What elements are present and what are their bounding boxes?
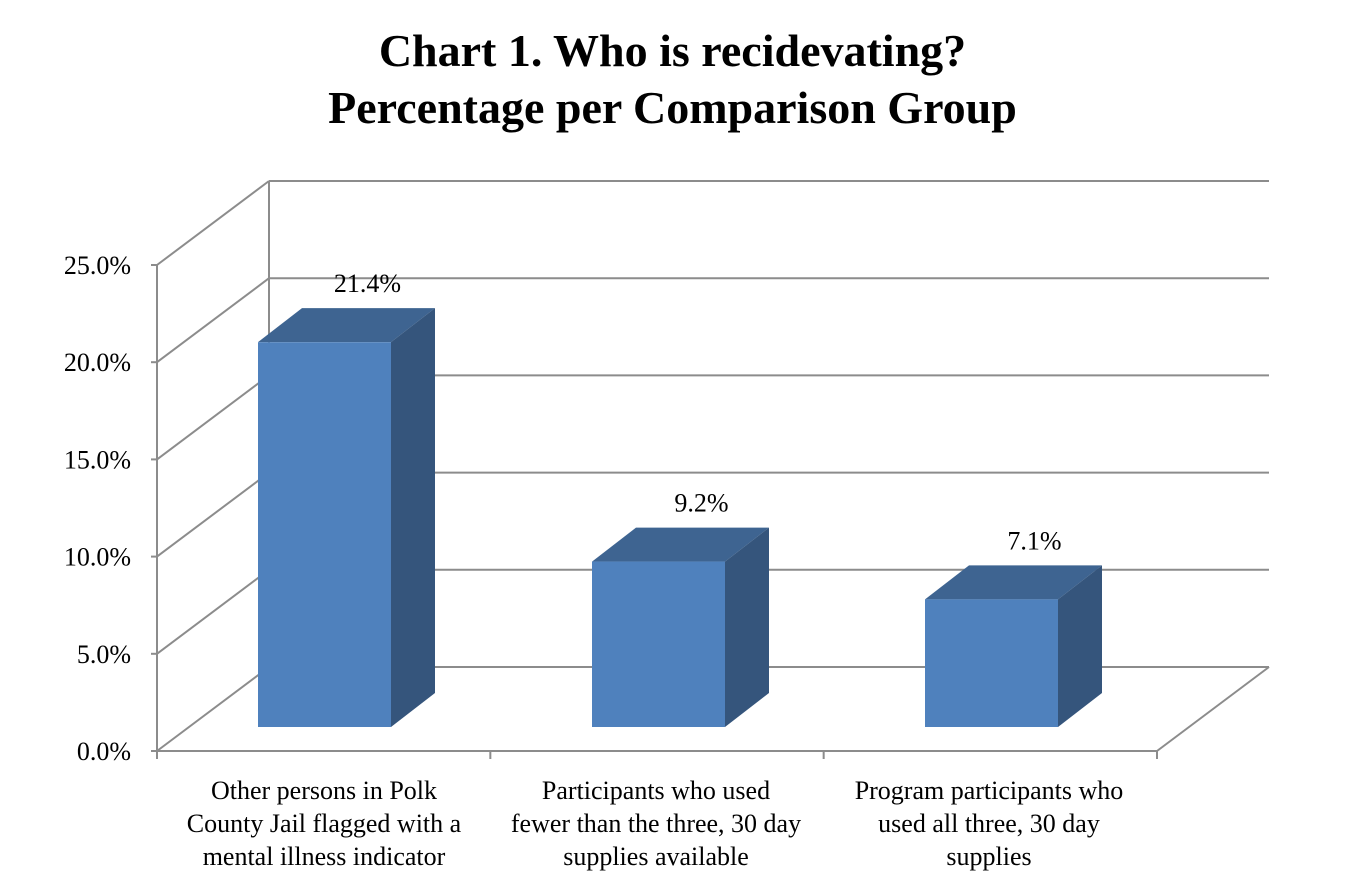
data-label: 9.2% [674,489,728,518]
bar-top [592,527,769,562]
category-label-2: Participants who used fewer than the thr… [491,774,821,873]
floor-right-edge [1156,666,1270,752]
gridline-diagonal [156,666,270,752]
category-label-3: Program participants who used all three,… [824,774,1154,873]
chart-title-line-1: Chart 1. Who is recidevating? [378,25,967,76]
y-tick-label: 5.0% [77,640,131,669]
bar-side [1058,565,1102,727]
y-tick-label: 25.0% [64,251,131,280]
labels-layer: 21.4% 9.2% 7.1% [334,269,1062,555]
category-label-2-line-1: Participants who used [541,776,771,805]
y-tick-label: 20.0% [64,348,131,377]
bar-top [258,308,435,343]
gridline-diagonal [156,180,270,266]
gridline-diagonal [156,568,270,655]
chart-title: Chart 1. Who is recidevating? Percentage… [0,22,1345,136]
y-tick-label: 15.0% [64,445,131,474]
y-tick-label: 10.0% [64,543,131,572]
bar-side [725,527,769,727]
data-label: 21.4% [334,269,401,298]
bar [925,599,1058,727]
category-label-1: Other persons in Polk County Jail flagge… [159,774,489,873]
gridline-diagonal [156,374,270,461]
gridline-diagonal [156,471,270,558]
chart-title-line-2: Percentage per Comparison Group [328,82,1017,133]
bar [592,561,725,727]
bars-layer [258,308,1102,727]
bar-top [925,565,1102,600]
category-label-3-line-2: used all three, 30 day [878,809,1100,838]
category-label-1-line-3: mental illness indicator [202,842,446,871]
category-label-3-line-3: supplies [946,842,1032,871]
category-label-3-line-1: Program participants who [854,776,1124,805]
category-label-2-line-2: fewer than the three, 30 day [510,809,802,838]
data-label: 7.1% [1007,526,1061,555]
bar-side [391,308,435,727]
category-label-2-line-3: supplies available [563,842,749,871]
y-tick-label: 0.0% [77,737,131,766]
category-label-1-line-1: Other persons in Polk [210,776,438,805]
axis-layer: 0.0% 5.0% 10.0% 15.0% 20.0% 25.0% [64,251,1270,766]
gridline-diagonal [156,277,270,364]
bar [258,342,391,727]
category-label-1-line-2: County Jail flagged with a [186,809,462,838]
